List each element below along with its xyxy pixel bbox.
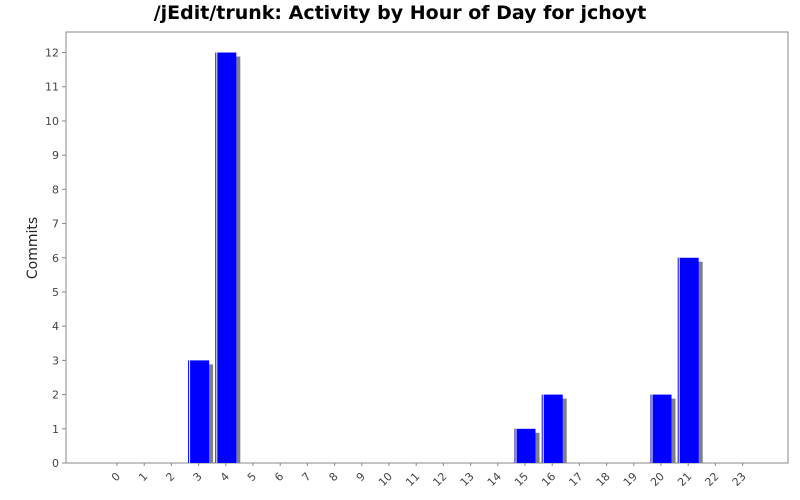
y-tick-label: 11 <box>45 81 59 94</box>
x-tick-label: 5 <box>245 470 259 484</box>
y-tick-label: 3 <box>52 354 59 367</box>
x-tick-label: 18 <box>594 470 613 489</box>
x-tick-label: 16 <box>539 470 558 489</box>
plot-area <box>65 31 789 464</box>
bar-hour-15 <box>514 428 536 463</box>
y-tick-label: 12 <box>45 47 59 60</box>
bar-hour-21 <box>677 257 699 463</box>
y-tick-label: 1 <box>52 423 59 436</box>
chart-title: /jEdit/trunk: Activity by Hour of Day fo… <box>153 2 647 24</box>
x-tick-label: 6 <box>272 470 286 484</box>
x-tick-label: 7 <box>299 470 313 484</box>
x-tick-label: 3 <box>191 470 205 484</box>
x-tick-label: 14 <box>485 470 504 489</box>
y-tick-label: 5 <box>52 286 59 299</box>
y-tick-label: 10 <box>45 115 59 128</box>
y-tick-label: 2 <box>52 389 59 402</box>
y-tick-label: 8 <box>52 183 59 196</box>
bar-hour-3 <box>188 360 210 463</box>
bar-hour-4 <box>215 52 237 464</box>
y-tick-label: 0 <box>52 457 59 470</box>
y-tick-label: 9 <box>52 149 59 162</box>
x-tick-label: 21 <box>675 470 694 489</box>
y-axis-label: Commits <box>25 217 41 279</box>
bar-hour-20 <box>650 394 672 463</box>
x-tick-label: 10 <box>376 470 395 489</box>
x-tick-label: 19 <box>621 470 640 489</box>
x-tick-label: 15 <box>512 470 531 489</box>
x-tick-label: 13 <box>458 470 477 489</box>
x-tick-label: 8 <box>327 470 341 484</box>
x-tick-label: 0 <box>109 470 123 484</box>
x-tick-label: 23 <box>730 470 749 489</box>
x-tick-label: 1 <box>136 470 150 484</box>
bar-series <box>188 52 703 464</box>
y-tick-label: 4 <box>52 320 59 333</box>
x-tick-label: 2 <box>163 470 177 484</box>
bar-hour-16 <box>541 394 563 463</box>
x-tick-label: 17 <box>566 470 585 489</box>
x-tick-label: 12 <box>430 470 449 489</box>
x-tick-label: 22 <box>702 470 721 489</box>
x-tick-label: 4 <box>218 470 232 484</box>
x-tick-label: 20 <box>648 470 667 489</box>
x-tick-label: 11 <box>403 470 422 489</box>
x-axis-ticks: 0 1 2 3 4 5 6 7 8 9 10 11 12 13 14 15 16 17 18 19 20 21 22 23 <box>109 463 749 489</box>
y-tick-label: 6 <box>52 252 59 265</box>
y-tick-label: 7 <box>52 218 59 231</box>
x-tick-label: 9 <box>354 470 368 484</box>
